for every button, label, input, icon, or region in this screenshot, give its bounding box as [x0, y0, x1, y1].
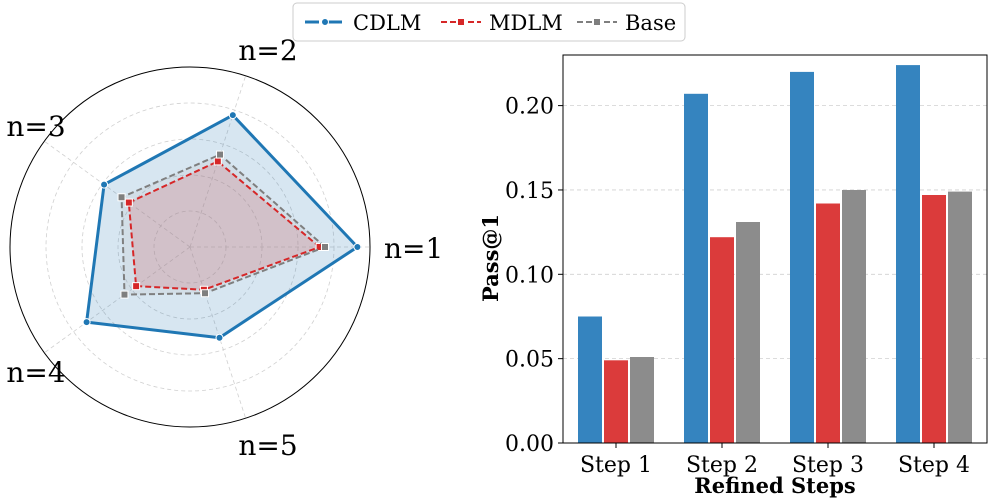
bar-plot-frame — [562, 54, 988, 444]
bar-base-step-4 — [948, 191, 972, 443]
legend-frame — [292, 2, 686, 42]
bar-x-tick-label-3: Step 3 — [792, 453, 864, 478]
radar-chart: n=1 n=2 n=3 n=4 n=5 — [6, 34, 443, 462]
radar-area-base — [121, 154, 325, 295]
bar-chart: 0.00 0.05 0.10 0.15 0.20 Step 1 Step 2 Step 3 St… — [478, 54, 988, 498]
radar-spoke-4 — [44, 246, 191, 354]
bar-base-step-3 — [842, 190, 866, 443]
radar-series — [82, 111, 362, 342]
radar-point-mdlm-3 — [124, 198, 133, 207]
legend-marker-base — [593, 18, 601, 26]
radar-point-cdlm-1 — [353, 243, 362, 251]
bar-y-tick-label-3: 0.10 — [505, 263, 554, 288]
radar-grid — [9, 66, 371, 428]
radar-outer-circle — [9, 66, 371, 428]
radar-point-base-2 — [216, 150, 225, 159]
radar-point-base-5 — [201, 289, 210, 298]
bar-axes: 0.00 0.05 0.10 0.15 0.20 Step 1 Step 2 Step 3 St… — [505, 54, 988, 478]
radar-axis-label-2: n=2 — [238, 34, 297, 67]
bar-y-tick-label-1: 0.00 — [505, 432, 554, 457]
radar-axis-label-5: n=5 — [238, 429, 297, 462]
bar-y-tick-label-4: 0.15 — [505, 179, 554, 204]
legend-label-mdlm: MDLM — [489, 11, 563, 35]
radar-point-cdlm-2 — [228, 111, 237, 120]
radar-point-base-4 — [120, 290, 129, 299]
radar-point-cdlm-3 — [100, 180, 109, 189]
radar-point-cdlm-4 — [82, 318, 91, 327]
radar-point-base-1 — [321, 243, 329, 251]
legend: CDLM MDLM Base — [292, 2, 686, 42]
bar-x-axis-title: Refined Steps — [694, 473, 855, 498]
radar-axis-label-3: n=3 — [6, 110, 65, 143]
radar-spoke-2 — [189, 75, 247, 248]
bar-base-step-1 — [630, 357, 654, 443]
radar-point-base-3 — [117, 193, 126, 202]
bar-marks — [578, 65, 972, 444]
radar-axis-labels: n=1 n=2 n=3 n=4 n=5 — [6, 34, 443, 462]
radar-area-cdlm — [86, 115, 358, 338]
radar-spoke-5 — [189, 246, 247, 419]
radar-axis-label-4: n=4 — [6, 356, 65, 389]
bar-cdlm-step-4 — [896, 65, 920, 443]
radar-area-mdlm — [128, 161, 320, 290]
radar-line-cdlm — [85, 113, 359, 340]
legend-label-base: Base — [625, 11, 676, 35]
radar-line-base — [120, 153, 326, 296]
radar-spoke-3 — [44, 140, 191, 248]
bar-x-tick-label-4: Step 4 — [898, 453, 970, 478]
bar-y-tick-label-2: 0.05 — [505, 348, 554, 373]
bar-mdlm-step-2 — [710, 237, 734, 443]
radar-point-mdlm-4 — [132, 282, 141, 291]
bar-mdlm-step-3 — [816, 203, 840, 443]
bar-x-tick-label-2: Step 2 — [686, 453, 758, 478]
bar-base-step-2 — [736, 222, 760, 443]
bar-y-tick-label-5: 0.20 — [505, 95, 554, 120]
bar-mdlm-step-1 — [604, 360, 628, 443]
radar-point-mdlm-2 — [213, 157, 222, 166]
legend-marker-cdlm — [321, 18, 329, 26]
bar-y-axis-title: Pass@1 — [478, 214, 503, 302]
legend-label-cdlm: CDLM — [353, 11, 421, 35]
radar-line-mdlm — [127, 160, 321, 291]
bar-cdlm-step-3 — [790, 71, 814, 444]
radar-axis-label-1: n=1 — [384, 232, 443, 265]
bar-cdlm-step-1 — [578, 316, 602, 443]
legend-marker-mdlm — [457, 18, 465, 26]
radar-point-cdlm-5 — [215, 333, 224, 342]
bar-cdlm-step-2 — [684, 93, 708, 444]
bar-x-tick-label-1: Step 1 — [580, 453, 652, 478]
bar-mdlm-step-4 — [922, 195, 946, 443]
